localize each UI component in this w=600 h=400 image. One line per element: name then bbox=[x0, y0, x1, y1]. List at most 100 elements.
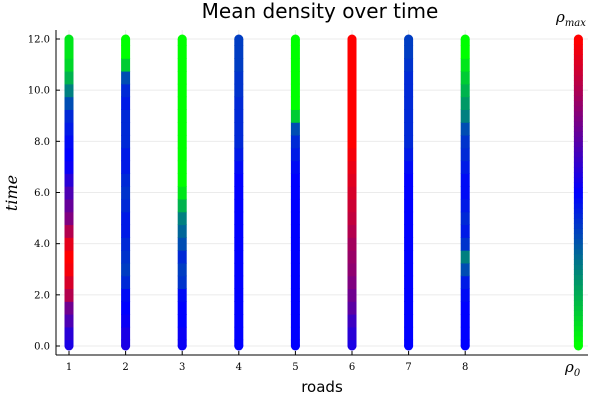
density-mark bbox=[290, 173, 300, 187]
colorbar-segment bbox=[573, 294, 583, 301]
colorbar-segment bbox=[573, 105, 583, 112]
density-mark bbox=[460, 224, 470, 238]
chart-title: Mean density over time bbox=[202, 0, 439, 23]
density-mark bbox=[177, 275, 187, 290]
density-mark bbox=[347, 237, 357, 251]
x-tick-label: 3 bbox=[179, 362, 185, 373]
colorbar-segment bbox=[573, 218, 583, 224]
x-ticks: 1 2 3 4 5 6 7 8 bbox=[66, 351, 468, 373]
y-axis-label: time bbox=[2, 175, 21, 211]
density-mark bbox=[177, 326, 187, 341]
density-mark bbox=[234, 109, 244, 123]
density-mark bbox=[64, 341, 74, 351]
density-mark bbox=[404, 275, 414, 290]
density-mark bbox=[234, 58, 244, 72]
density-mark bbox=[290, 224, 300, 238]
density-mark bbox=[64, 96, 74, 110]
density-mark bbox=[64, 237, 74, 251]
density-mark bbox=[121, 250, 131, 264]
colorbar-segment bbox=[573, 315, 583, 322]
x-tick-label: 7 bbox=[405, 362, 411, 373]
density-mark bbox=[177, 198, 187, 213]
x-axis-label: roads bbox=[301, 378, 343, 396]
density-mark bbox=[177, 250, 187, 264]
density-mark bbox=[460, 186, 470, 200]
density-mark bbox=[234, 250, 244, 264]
colorbar-segment bbox=[573, 284, 583, 291]
colorbar-segment bbox=[573, 172, 583, 178]
density-mark bbox=[290, 211, 300, 226]
density-mark bbox=[460, 109, 470, 123]
density-mark bbox=[347, 288, 357, 302]
density-mark bbox=[290, 341, 300, 351]
density-mark bbox=[347, 147, 357, 162]
density-mark bbox=[347, 45, 357, 59]
colorbar-segment bbox=[573, 59, 583, 66]
density-mark bbox=[347, 58, 357, 72]
colorbar-segment bbox=[573, 192, 583, 199]
colorbar-segment bbox=[573, 310, 583, 316]
density-mark bbox=[64, 275, 74, 290]
colorbar-segment bbox=[573, 197, 583, 204]
colorbar-segment bbox=[573, 166, 583, 173]
colorbar-segment bbox=[573, 64, 583, 71]
colorbar bbox=[573, 34, 583, 351]
density-mark bbox=[460, 34, 470, 44]
x-tick-label: 1 bbox=[66, 362, 72, 373]
density-mark bbox=[460, 275, 470, 290]
density-mark bbox=[177, 173, 187, 187]
density-mark bbox=[460, 147, 470, 162]
colorbar-segment bbox=[573, 212, 583, 219]
density-mark bbox=[121, 122, 131, 136]
density-mark bbox=[347, 224, 357, 238]
density-mark bbox=[290, 160, 300, 174]
colorbar-segment bbox=[573, 228, 583, 235]
colorbar-segment bbox=[573, 161, 583, 168]
density-mark bbox=[347, 160, 357, 174]
density-mark bbox=[290, 301, 300, 315]
colorbar-segment bbox=[573, 259, 583, 265]
density-mark bbox=[177, 34, 187, 44]
density-mark bbox=[121, 109, 131, 123]
density-mark bbox=[234, 83, 244, 98]
colorbar-segment bbox=[573, 110, 583, 117]
density-mark bbox=[234, 70, 244, 85]
density-mark bbox=[121, 301, 131, 315]
colorbar-segment bbox=[573, 299, 583, 306]
density-mark bbox=[404, 34, 414, 44]
colorbar-segment bbox=[573, 202, 583, 209]
density-mark bbox=[177, 109, 187, 123]
density-mark bbox=[347, 34, 357, 44]
density-mark bbox=[460, 96, 470, 110]
colorbar-segment bbox=[573, 115, 583, 122]
colorbar-segment bbox=[573, 120, 583, 127]
density-mark bbox=[121, 341, 131, 351]
density-mark bbox=[177, 122, 187, 136]
density-mark bbox=[121, 262, 131, 277]
density-mark bbox=[234, 198, 244, 213]
density-mark bbox=[347, 83, 357, 98]
colorbar-segment bbox=[573, 177, 583, 183]
density-mark bbox=[121, 314, 131, 328]
density-mark bbox=[347, 211, 357, 226]
density-mark bbox=[177, 83, 187, 98]
x-tick-label: 2 bbox=[122, 362, 128, 373]
density-mark bbox=[234, 262, 244, 277]
density-mark bbox=[64, 326, 74, 341]
density-mark bbox=[404, 341, 414, 351]
density-mark bbox=[460, 134, 470, 149]
colorbar-segment bbox=[573, 253, 583, 260]
density-mark bbox=[404, 288, 414, 302]
colorbar-segment bbox=[573, 156, 583, 163]
colorbar-segment bbox=[573, 305, 583, 311]
density-mark bbox=[64, 186, 74, 200]
density-mark bbox=[290, 250, 300, 264]
density-mark bbox=[64, 301, 74, 315]
density-mark bbox=[64, 250, 74, 264]
road-7-series bbox=[404, 34, 414, 351]
density-mark bbox=[290, 326, 300, 341]
density-mark bbox=[121, 83, 131, 98]
density-mark bbox=[290, 275, 300, 290]
density-mark bbox=[64, 211, 74, 226]
density-mark bbox=[347, 262, 357, 277]
